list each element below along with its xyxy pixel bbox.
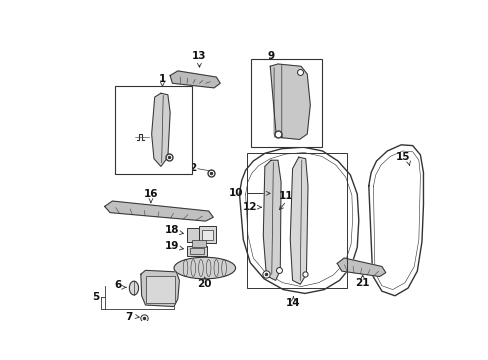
Text: 8: 8 [250, 104, 257, 114]
Text: 1: 1 [159, 75, 166, 84]
Ellipse shape [174, 257, 235, 279]
Text: 3: 3 [122, 121, 129, 131]
Polygon shape [170, 71, 220, 88]
Text: 6: 6 [114, 280, 121, 290]
Text: 7: 7 [125, 311, 133, 321]
Bar [191, 239, 205, 247]
Text: 12: 12 [243, 202, 257, 212]
Bar [145, 276, 174, 303]
Polygon shape [104, 201, 213, 221]
Text: 2: 2 [189, 163, 197, 173]
Text: 5: 5 [92, 292, 99, 302]
Polygon shape [263, 160, 281, 280]
Polygon shape [141, 270, 179, 306]
Text: 4: 4 [170, 148, 177, 158]
Text: 15: 15 [395, 152, 409, 162]
Text: 10: 10 [228, 188, 243, 198]
Polygon shape [337, 258, 385, 276]
Text: 16: 16 [143, 189, 158, 199]
Bar [187, 246, 207, 256]
Ellipse shape [129, 281, 138, 295]
Polygon shape [270, 64, 310, 139]
Bar [202, 230, 213, 240]
Text: 9: 9 [267, 51, 274, 61]
Bar [250, 59, 321, 147]
Text: 18: 18 [165, 225, 180, 235]
Bar [187, 228, 210, 242]
Bar [115, 86, 191, 174]
Bar [246, 153, 346, 288]
Text: 21: 21 [355, 278, 369, 288]
Text: 11: 11 [279, 191, 293, 201]
Bar [199, 226, 216, 243]
Text: 20: 20 [197, 279, 212, 289]
Bar [190, 248, 203, 254]
Text: 13: 13 [192, 51, 206, 61]
Polygon shape [151, 93, 170, 166]
Text: 19: 19 [165, 241, 179, 251]
Text: 14: 14 [285, 298, 300, 308]
Polygon shape [290, 157, 307, 284]
